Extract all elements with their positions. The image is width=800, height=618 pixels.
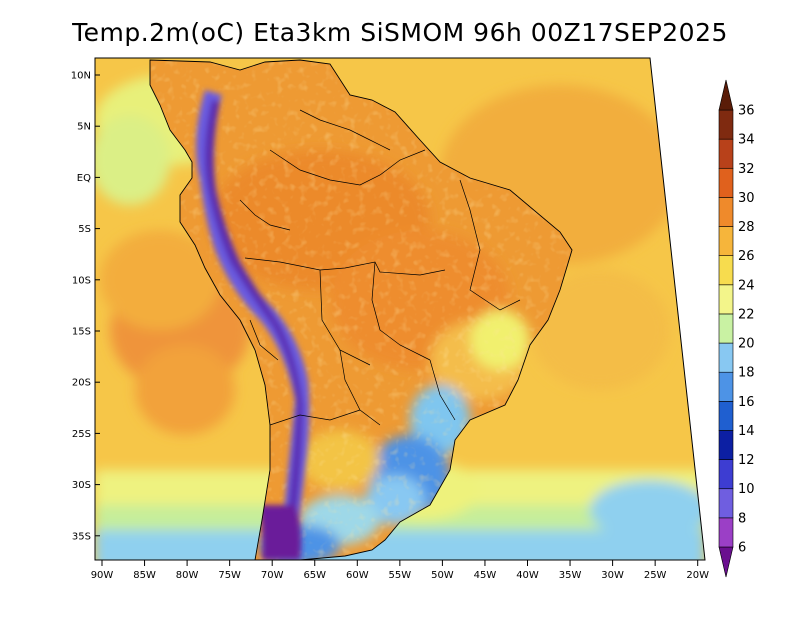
- colorbar-label: 8: [738, 511, 746, 526]
- lat-label: EQ: [77, 173, 91, 184]
- lon-label: 80W: [176, 570, 199, 581]
- lat-label: 5N: [77, 122, 91, 133]
- colorbar-label: 16: [738, 395, 755, 410]
- lon-label: 35W: [559, 570, 582, 581]
- colorbar-segment: [718, 226, 734, 256]
- colorbar-segment: [718, 401, 734, 431]
- colorbar-segment: [718, 138, 734, 169]
- lon-label: 55W: [389, 570, 412, 581]
- lon-label: 20W: [686, 570, 709, 581]
- colorbar-label: 24: [738, 278, 755, 293]
- lat-label: 35S: [72, 531, 91, 542]
- lat-label: 25S: [72, 429, 91, 440]
- colorbar-segment: [718, 313, 734, 344]
- lon-label: 40W: [516, 570, 539, 581]
- colorbar-segment: [718, 167, 734, 198]
- colorbar-label: 6: [738, 541, 746, 556]
- longitude-axis: 90W 85W 80W 75W 70W 65W 60W 55W 50W 45W 40W 35W 30W 2…: [91, 560, 709, 581]
- colorbar-segment: [718, 517, 734, 548]
- lon-label: 70W: [261, 570, 284, 581]
- lat-label: 30S: [72, 480, 91, 491]
- colorbar-label: 34: [738, 133, 755, 148]
- colorbar-segment: [718, 488, 734, 519]
- map-title: Temp.2m(oC) Eta3km SiSMOM 96h 00Z17SEP20…: [72, 18, 728, 47]
- colorbar-segment: [718, 109, 734, 140]
- colorbar-segment: [718, 197, 734, 227]
- lon-label: 90W: [91, 570, 114, 581]
- lat-label: 10N: [71, 71, 91, 82]
- colorbar-label: 20: [738, 337, 755, 352]
- lat-label: 10S: [72, 275, 91, 286]
- lon-label: 60W: [346, 570, 369, 581]
- colorbar-label: 26: [738, 249, 755, 264]
- colorbar-label: 30: [738, 191, 755, 206]
- lon-label: 45W: [474, 570, 497, 581]
- colorbar-segment: [718, 371, 734, 402]
- colorbar-segment: [718, 284, 734, 315]
- map-frame: [94, 57, 706, 561]
- colorbar-label: 14: [738, 424, 755, 439]
- colorbar-min-arrow: [718, 546, 734, 578]
- colorbar-label: 18: [738, 366, 755, 381]
- lon-label: 50W: [431, 570, 454, 581]
- colorbar-label: 32: [738, 162, 755, 177]
- country-borders: [239, 109, 521, 426]
- colorbar-label: 28: [738, 220, 755, 235]
- lat-label: 15S: [72, 327, 91, 338]
- lon-label: 25W: [644, 570, 667, 581]
- colorbar-label: 12: [738, 453, 755, 468]
- colorbar-segment: [718, 430, 734, 460]
- colorbar-label: 36: [738, 104, 755, 119]
- colorbar-segment: [718, 255, 734, 286]
- colorbar: 6 8 10 12 14 16 18 20 22 24 26 28 30 32 34 36: [718, 79, 755, 578]
- lon-label: 65W: [303, 570, 326, 581]
- colorbar-max-arrow: [718, 79, 734, 111]
- lon-label: 75W: [218, 570, 241, 581]
- colorbar-label: 10: [738, 482, 755, 497]
- lon-label: 85W: [133, 570, 156, 581]
- colorbar-label: 22: [738, 307, 755, 322]
- colorbar-segment: [718, 342, 734, 373]
- lat-label: 5S: [78, 224, 91, 235]
- latitude-axis: 10N 5N EQ 5S 10S 15S 20S 25S 30S 35S: [71, 71, 100, 542]
- lon-label: 30W: [601, 570, 624, 581]
- colorbar-segment: [718, 459, 734, 490]
- lat-label: 20S: [72, 378, 91, 389]
